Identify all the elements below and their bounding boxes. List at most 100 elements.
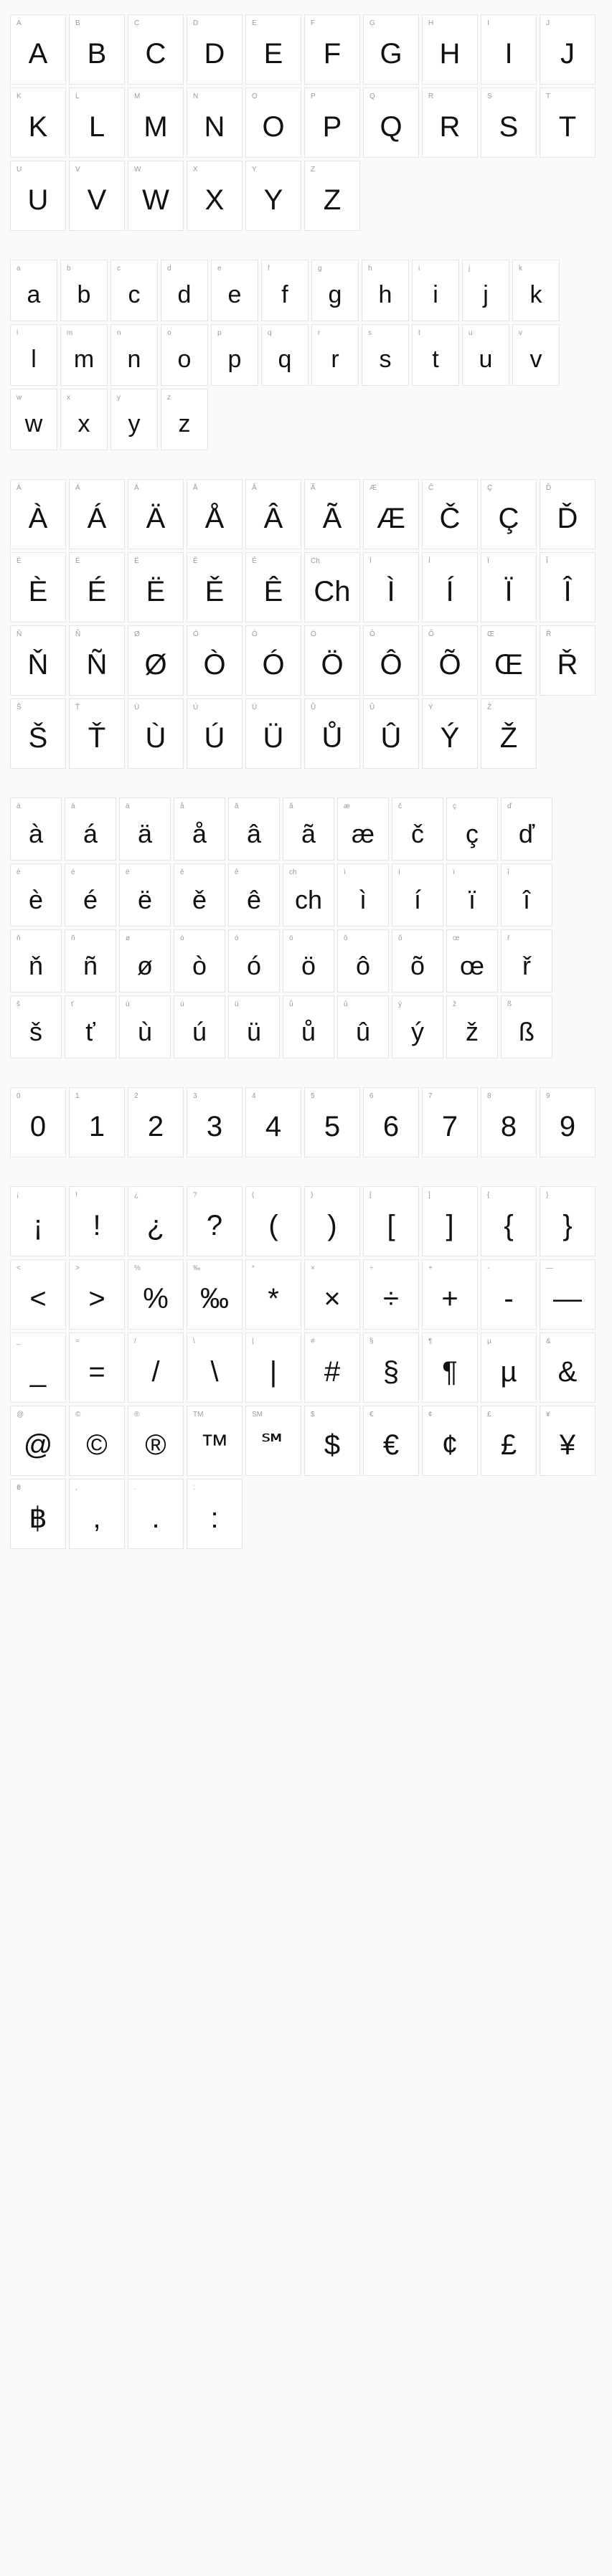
glyph-cell: ÃÃ bbox=[304, 479, 360, 549]
glyph-cell: ÎÎ bbox=[540, 552, 595, 622]
glyph-cell: ČČ bbox=[422, 479, 478, 549]
glyph-char: # bbox=[305, 1349, 359, 1389]
glyph-char: ‰ bbox=[187, 1276, 242, 1316]
glyph-label: Å bbox=[187, 484, 242, 496]
glyph-char: Ã bbox=[305, 496, 359, 536]
glyph-cell: @@ bbox=[10, 1406, 66, 1476]
glyph-label: B bbox=[70, 19, 124, 31]
glyph-char: Ñ bbox=[70, 642, 124, 682]
glyph-char: â bbox=[229, 814, 279, 849]
glyph-cell: II bbox=[481, 14, 537, 85]
glyph-cell: KK bbox=[10, 87, 66, 158]
glyph-cell: ÏÏ bbox=[481, 552, 537, 622]
glyph-label: Â bbox=[246, 484, 301, 496]
glyph-char: ฿ bbox=[11, 1495, 65, 1535]
glyph-label: K bbox=[11, 93, 65, 104]
section-upper-accented: ÀÀÁÁÄÄÅÅÂÂÃÃÆÆČČÇÇĎĎÈÈÉÉËËĚĚÊÊChChÌÌÍÍÏÏ… bbox=[10, 479, 602, 769]
glyph-label: { bbox=[481, 1191, 536, 1203]
glyph-char: , bbox=[70, 1495, 124, 1535]
glyph-label: ç bbox=[447, 802, 497, 814]
glyph-cell: CC bbox=[128, 14, 184, 85]
glyph-cell: || bbox=[245, 1332, 301, 1403]
glyph-label: [ bbox=[364, 1191, 418, 1203]
glyph-cell: 88 bbox=[481, 1087, 537, 1157]
glyph-label: > bbox=[70, 1264, 124, 1276]
glyph-cell: ÍÍ bbox=[422, 552, 478, 622]
section-digits: 00112233445566778899 bbox=[10, 1087, 602, 1157]
glyph-char: X bbox=[187, 177, 242, 217]
glyph-cell: õõ bbox=[392, 929, 443, 993]
glyph-cell: ## bbox=[304, 1332, 360, 1403]
glyph-char: % bbox=[128, 1276, 183, 1316]
glyph-cell: øø bbox=[119, 929, 171, 993]
glyph-cell: ŠŠ bbox=[10, 699, 66, 769]
glyph-cell: qq bbox=[261, 324, 309, 386]
glyph-label: š bbox=[11, 1000, 61, 1012]
glyph-char: Ø bbox=[128, 642, 183, 682]
glyph-char: h bbox=[362, 276, 408, 310]
glyph-label: á bbox=[65, 802, 116, 814]
glyph-char: ô bbox=[338, 946, 388, 981]
glyph-char: © bbox=[70, 1422, 124, 1462]
glyph-char: ë bbox=[120, 880, 170, 915]
glyph-cell: RR bbox=[422, 87, 478, 158]
glyph-cell: ÕÕ bbox=[422, 625, 478, 696]
glyph-char: | bbox=[246, 1349, 301, 1389]
glyph-label: w bbox=[11, 394, 57, 405]
glyph-label: Y bbox=[246, 166, 301, 177]
glyph-label: Ê bbox=[246, 557, 301, 569]
glyph-cell: nn bbox=[110, 324, 158, 386]
glyph-char: ñ bbox=[65, 946, 116, 981]
section-lower-accented: ààááääååââããææččççďďèèééëëěěêêchchììííïï… bbox=[10, 797, 602, 1059]
glyph-char: v bbox=[513, 341, 559, 374]
glyph-cell: ŘŘ bbox=[540, 625, 595, 696]
glyph-label: G bbox=[364, 19, 418, 31]
glyph-label: ë bbox=[120, 868, 170, 880]
glyph-cell: 22 bbox=[128, 1087, 184, 1157]
glyph-label: V bbox=[70, 166, 124, 177]
glyph-cell: kk bbox=[512, 260, 560, 321]
glyph-label: ň bbox=[11, 934, 61, 946]
glyph-label: ‰ bbox=[187, 1264, 242, 1276]
glyph-label: i bbox=[413, 265, 458, 276]
glyph-label: ä bbox=[120, 802, 170, 814]
glyph-char: ¡ bbox=[11, 1203, 65, 1243]
glyph-label: \ bbox=[187, 1337, 242, 1349]
glyph-cell: ěě bbox=[174, 863, 225, 927]
glyph-char: Ä bbox=[128, 496, 183, 536]
glyph-label: ó bbox=[229, 934, 279, 946]
glyph-char: ě bbox=[174, 880, 225, 915]
glyph-label: I bbox=[481, 19, 536, 31]
glyph-char: à bbox=[11, 814, 61, 849]
glyph-cell: ¿¿ bbox=[128, 1186, 184, 1256]
glyph-cell: ¥¥ bbox=[540, 1406, 595, 1476]
glyph-char: Œ bbox=[481, 642, 536, 682]
glyph-char: Ò bbox=[187, 642, 242, 682]
glyph-label: 1 bbox=[70, 1092, 124, 1104]
glyph-char: W bbox=[128, 177, 183, 217]
glyph-cell: vv bbox=[512, 324, 560, 386]
glyph-cell: ůů bbox=[283, 995, 334, 1059]
glyph-label: ý bbox=[392, 1000, 443, 1012]
glyph-cell: )) bbox=[304, 1186, 360, 1256]
glyph-char: Ů bbox=[305, 715, 359, 755]
glyph-char: t bbox=[413, 341, 458, 374]
glyph-label: 6 bbox=[364, 1092, 418, 1104]
glyph-label: X bbox=[187, 166, 242, 177]
glyph-char: — bbox=[540, 1276, 595, 1316]
glyph-cell: ฿฿ bbox=[10, 1479, 66, 1549]
glyph-cell: ùù bbox=[119, 995, 171, 1059]
glyph-label: r bbox=[312, 329, 358, 341]
glyph-label: Ý bbox=[423, 704, 477, 715]
glyph-cell: EE bbox=[245, 14, 301, 85]
glyph-cell: èè bbox=[10, 863, 62, 927]
glyph-label: _ bbox=[11, 1337, 65, 1349]
glyph-cell: ŇŇ bbox=[10, 625, 66, 696]
glyph-label: ] bbox=[423, 1191, 477, 1203]
glyph-cell: ÈÈ bbox=[10, 552, 66, 622]
glyph-char: ã bbox=[283, 814, 334, 849]
glyph-label: ï bbox=[447, 868, 497, 880]
glyph-char: Z bbox=[305, 177, 359, 217]
glyph-label: Ä bbox=[128, 484, 183, 496]
glyph-char: / bbox=[128, 1349, 183, 1389]
